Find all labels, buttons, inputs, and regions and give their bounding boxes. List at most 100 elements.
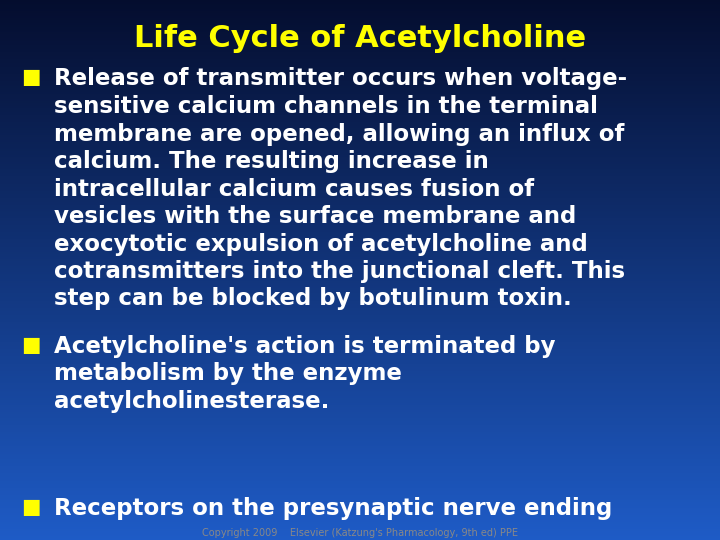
Bar bbox=[0, 477, 720, 479]
Bar bbox=[0, 88, 720, 90]
Bar bbox=[0, 401, 720, 403]
Bar bbox=[0, 393, 720, 394]
Bar bbox=[0, 112, 720, 113]
Bar bbox=[0, 131, 720, 133]
Bar bbox=[0, 412, 720, 414]
Bar bbox=[0, 535, 720, 536]
Bar bbox=[0, 207, 720, 209]
Bar bbox=[0, 93, 720, 96]
Bar bbox=[0, 61, 720, 63]
Bar bbox=[0, 90, 720, 92]
Bar bbox=[0, 524, 720, 525]
Bar bbox=[0, 140, 720, 142]
Bar bbox=[0, 191, 720, 193]
Bar bbox=[0, 137, 720, 139]
Bar bbox=[0, 491, 720, 493]
Bar bbox=[0, 243, 720, 245]
Bar bbox=[0, 104, 720, 106]
Bar bbox=[0, 103, 720, 104]
Bar bbox=[0, 187, 720, 189]
Bar bbox=[0, 83, 720, 85]
Bar bbox=[0, 454, 720, 455]
Bar bbox=[0, 38, 720, 39]
Bar bbox=[0, 441, 720, 443]
Bar bbox=[0, 270, 720, 272]
Bar bbox=[0, 468, 720, 470]
Bar bbox=[0, 346, 720, 347]
Bar bbox=[0, 275, 720, 277]
Bar bbox=[0, 293, 720, 295]
Bar bbox=[0, 448, 720, 450]
Bar bbox=[0, 76, 720, 77]
Bar bbox=[0, 376, 720, 378]
Bar bbox=[0, 198, 720, 200]
Bar bbox=[0, 171, 720, 173]
Bar bbox=[0, 254, 720, 255]
Bar bbox=[0, 106, 720, 108]
Bar bbox=[0, 292, 720, 293]
Bar bbox=[0, 42, 720, 43]
Bar bbox=[0, 255, 720, 258]
Bar bbox=[0, 363, 720, 366]
Text: Receptors on the presynaptic nerve ending: Receptors on the presynaptic nerve endin… bbox=[54, 497, 612, 520]
Bar bbox=[0, 194, 720, 196]
Bar bbox=[0, 344, 720, 346]
Bar bbox=[0, 356, 720, 358]
Bar bbox=[0, 86, 720, 88]
Bar bbox=[0, 317, 720, 319]
Bar bbox=[0, 405, 720, 407]
Bar bbox=[0, 27, 720, 29]
Bar bbox=[0, 252, 720, 254]
Bar bbox=[0, 409, 720, 410]
Bar bbox=[0, 443, 720, 444]
Bar bbox=[0, 414, 720, 416]
Bar bbox=[0, 9, 720, 11]
Bar bbox=[0, 212, 720, 214]
Bar bbox=[0, 214, 720, 216]
Bar bbox=[0, 383, 720, 385]
Text: ■: ■ bbox=[22, 497, 41, 517]
Bar bbox=[0, 335, 720, 336]
Bar bbox=[0, 353, 720, 355]
Bar bbox=[0, 221, 720, 223]
Bar bbox=[0, 513, 720, 515]
Bar bbox=[0, 47, 720, 49]
Bar bbox=[0, 204, 720, 205]
Bar bbox=[0, 18, 720, 20]
Bar bbox=[0, 216, 720, 218]
Bar bbox=[0, 434, 720, 436]
Bar bbox=[0, 59, 720, 61]
Bar bbox=[0, 97, 720, 99]
Bar bbox=[0, 135, 720, 137]
Bar bbox=[0, 108, 720, 110]
Bar bbox=[0, 396, 720, 398]
Bar bbox=[0, 538, 720, 540]
Bar bbox=[0, 147, 720, 150]
Bar bbox=[0, 455, 720, 457]
Bar bbox=[0, 277, 720, 279]
Bar bbox=[0, 258, 720, 259]
Bar bbox=[0, 228, 720, 231]
Bar bbox=[0, 274, 720, 275]
Bar bbox=[0, 495, 720, 497]
Bar bbox=[0, 32, 720, 34]
Bar bbox=[0, 425, 720, 427]
Bar bbox=[0, 536, 720, 538]
Bar bbox=[0, 369, 720, 371]
Bar bbox=[0, 390, 720, 393]
Bar bbox=[0, 77, 720, 79]
Bar bbox=[0, 342, 720, 344]
Bar bbox=[0, 373, 720, 374]
Bar bbox=[0, 349, 720, 351]
Bar bbox=[0, 155, 720, 157]
Bar bbox=[0, 517, 720, 518]
Bar bbox=[0, 324, 720, 326]
Bar bbox=[0, 331, 720, 333]
Bar bbox=[0, 209, 720, 211]
Bar bbox=[0, 466, 720, 468]
Bar bbox=[0, 133, 720, 135]
Bar bbox=[0, 7, 720, 9]
Bar bbox=[0, 115, 720, 117]
Bar bbox=[0, 509, 720, 511]
Bar bbox=[0, 225, 720, 227]
